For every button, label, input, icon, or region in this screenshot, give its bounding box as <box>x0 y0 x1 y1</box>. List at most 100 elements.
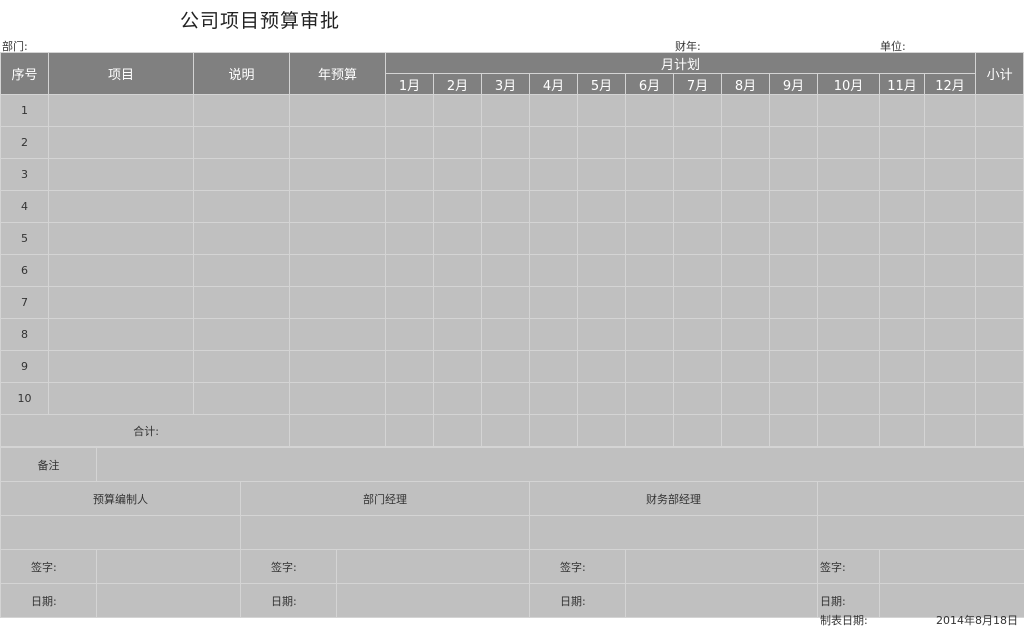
table-cell[interactable] <box>975 286 1024 319</box>
table-cell[interactable] <box>975 350 1024 383</box>
table-cell[interactable] <box>721 222 770 255</box>
table-cell[interactable] <box>769 158 818 191</box>
table-cell[interactable] <box>481 94 530 127</box>
table-cell[interactable] <box>721 286 770 319</box>
table-cell[interactable] <box>769 254 818 287</box>
table-cell[interactable] <box>817 190 880 223</box>
table-cell[interactable] <box>923 286 977 319</box>
table-cell[interactable] <box>193 318 290 351</box>
table-cell[interactable] <box>673 94 722 127</box>
table-cell[interactable] <box>48 254 194 287</box>
table-cell[interactable] <box>975 222 1024 255</box>
table-cell[interactable] <box>879 190 925 223</box>
total-cell[interactable] <box>769 414 818 447</box>
table-cell[interactable] <box>48 286 194 319</box>
table-cell[interactable] <box>433 318 482 351</box>
table-cell[interactable] <box>529 318 578 351</box>
table-cell[interactable] <box>48 382 194 415</box>
dept-manager-sign-field[interactable] <box>336 549 530 584</box>
table-cell[interactable] <box>817 350 880 383</box>
table-cell[interactable] <box>879 158 925 191</box>
table-cell[interactable] <box>385 158 434 191</box>
table-cell[interactable] <box>193 222 290 255</box>
table-cell[interactable] <box>721 126 770 159</box>
table-cell[interactable] <box>817 158 880 191</box>
table-cell[interactable] <box>673 254 722 287</box>
table-cell[interactable] <box>385 126 434 159</box>
table-cell[interactable] <box>529 382 578 415</box>
table-cell[interactable] <box>769 382 818 415</box>
table-cell[interactable] <box>481 254 530 287</box>
table-cell[interactable] <box>289 126 386 159</box>
table-cell[interactable] <box>769 190 818 223</box>
table-cell[interactable] <box>577 126 626 159</box>
table-cell[interactable] <box>975 94 1024 127</box>
table-cell[interactable] <box>577 94 626 127</box>
extra-sign-field[interactable] <box>878 549 1024 584</box>
table-cell[interactable] <box>879 318 925 351</box>
table-cell[interactable] <box>673 158 722 191</box>
table-cell[interactable] <box>193 190 290 223</box>
table-cell[interactable] <box>433 286 482 319</box>
table-cell[interactable] <box>193 94 290 127</box>
table-cell[interactable] <box>289 350 386 383</box>
table-cell[interactable] <box>385 350 434 383</box>
table-cell[interactable] <box>481 286 530 319</box>
total-cell[interactable] <box>923 414 977 447</box>
table-cell[interactable] <box>385 254 434 287</box>
table-cell[interactable] <box>193 350 290 383</box>
table-cell[interactable] <box>48 190 194 223</box>
table-cell[interactable] <box>385 382 434 415</box>
total-cell[interactable] <box>721 414 770 447</box>
extra-date-field[interactable] <box>878 583 1024 618</box>
table-cell[interactable] <box>433 382 482 415</box>
table-cell[interactable] <box>48 222 194 255</box>
total-cell[interactable] <box>975 414 1024 447</box>
table-cell[interactable] <box>673 318 722 351</box>
table-cell[interactable] <box>577 286 626 319</box>
table-cell[interactable] <box>433 190 482 223</box>
table-cell[interactable] <box>481 126 530 159</box>
table-cell[interactable] <box>193 286 290 319</box>
table-cell[interactable] <box>721 254 770 287</box>
table-cell[interactable] <box>433 350 482 383</box>
table-cell[interactable] <box>769 222 818 255</box>
total-cell[interactable] <box>879 414 925 447</box>
table-cell[interactable] <box>817 222 880 255</box>
table-cell[interactable] <box>529 286 578 319</box>
table-cell[interactable] <box>529 350 578 383</box>
table-cell[interactable] <box>433 126 482 159</box>
table-cell[interactable] <box>481 158 530 191</box>
table-cell[interactable] <box>48 94 194 127</box>
table-cell[interactable] <box>769 126 818 159</box>
table-cell[interactable] <box>923 158 977 191</box>
total-cell[interactable] <box>385 414 434 447</box>
finance-manager-sign-field[interactable] <box>625 549 818 584</box>
total-cell[interactable] <box>577 414 626 447</box>
finance-manager-field[interactable] <box>529 515 818 550</box>
table-cell[interactable] <box>721 94 770 127</box>
table-cell[interactable] <box>289 222 386 255</box>
table-cell[interactable] <box>923 190 977 223</box>
table-cell[interactable] <box>289 190 386 223</box>
table-cell[interactable] <box>625 126 674 159</box>
table-cell[interactable] <box>769 350 818 383</box>
table-cell[interactable] <box>577 350 626 383</box>
table-cell[interactable] <box>975 254 1024 287</box>
table-cell[interactable] <box>625 254 674 287</box>
table-cell[interactable] <box>48 318 194 351</box>
dept-manager-field[interactable] <box>240 515 530 550</box>
table-cell[interactable] <box>673 286 722 319</box>
table-cell[interactable] <box>625 222 674 255</box>
table-cell[interactable] <box>481 350 530 383</box>
table-cell[interactable] <box>433 254 482 287</box>
table-cell[interactable] <box>975 190 1024 223</box>
table-cell[interactable] <box>625 318 674 351</box>
table-cell[interactable] <box>673 126 722 159</box>
table-cell[interactable] <box>923 350 977 383</box>
table-cell[interactable] <box>817 382 880 415</box>
table-cell[interactable] <box>817 254 880 287</box>
table-cell[interactable] <box>577 254 626 287</box>
table-cell[interactable] <box>577 382 626 415</box>
table-cell[interactable] <box>481 318 530 351</box>
